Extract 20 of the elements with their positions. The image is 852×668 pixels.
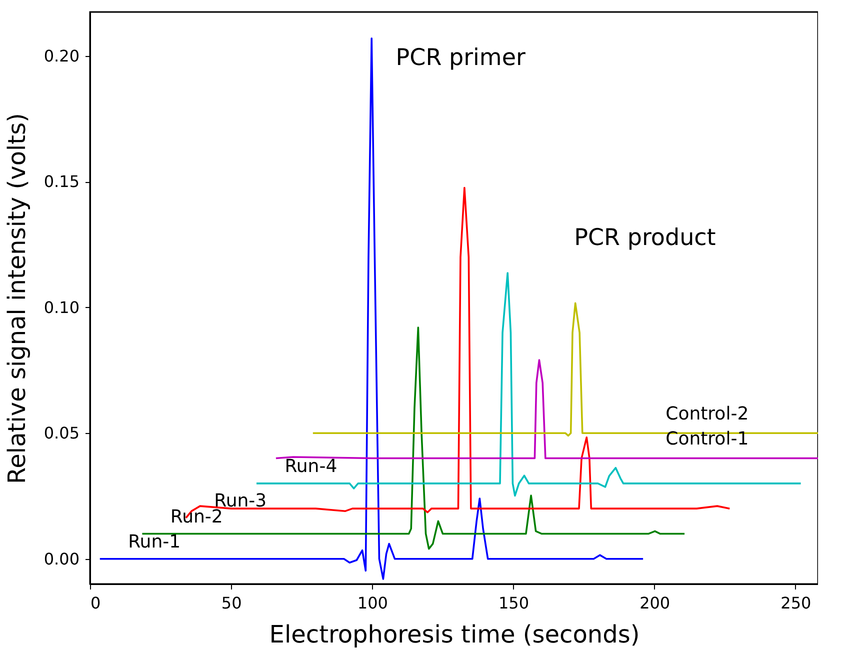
series-label: Control-1 (666, 428, 749, 450)
x-tick-label: 250 (780, 594, 812, 612)
y-tick-label: 0.10 (44, 298, 80, 317)
series-label: Run-1 (128, 532, 181, 553)
annotation: PCR product (574, 224, 716, 251)
series-label: Run-4 (284, 456, 338, 478)
line-series (275, 359, 818, 460)
x-axis-title: Electrophoresis time (seconds) (269, 620, 640, 648)
x-tick-label: 150 (498, 594, 530, 612)
y-tick-label: 0.05 (44, 424, 80, 443)
x-tick-label: 100 (357, 594, 388, 612)
y-tick-label: 0.20 (44, 46, 80, 66)
series-label: Control-2 (666, 403, 749, 424)
y-tick-label: 0.00 (44, 549, 80, 568)
y-axis-title: Relative signal intensity (volts) (2, 113, 31, 484)
x-tick-label: 200 (640, 594, 670, 612)
annotation: PCR primer (396, 44, 526, 71)
y-tick-label: 0.15 (44, 172, 80, 192)
x-tick-label: 0 (90, 594, 101, 612)
x-tick-label: 50 (221, 594, 242, 612)
